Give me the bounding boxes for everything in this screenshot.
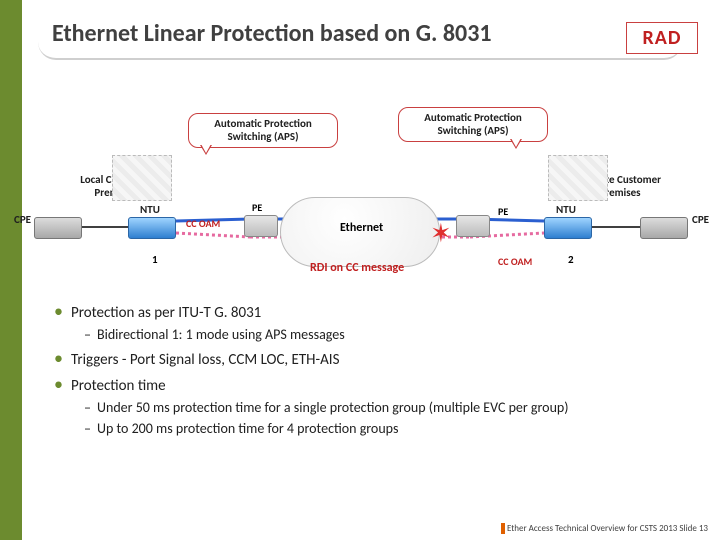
pe-left-label: PE: [252, 201, 262, 214]
bullet-3-sub-1: Under 50 ms protection time for a single…: [84, 399, 674, 416]
aps-right-line2: Switching (APS): [407, 125, 539, 138]
aps-left-line1: Automatic Protection: [197, 118, 329, 131]
building-image-left: [112, 155, 172, 201]
bullet-2: Triggers - Port Signal loss, CCM LOC, ET…: [54, 347, 674, 369]
callout-tail-left: [200, 145, 212, 155]
cpe-right-label: CPE: [692, 213, 709, 226]
pe-right-label: PE: [498, 205, 508, 218]
cpe-device-left: [34, 217, 82, 239]
bullet-3: Protection time: [54, 373, 674, 395]
building-image-right: [548, 155, 608, 201]
ntu-device-left: [128, 217, 176, 239]
cpe-device-right: [640, 217, 688, 239]
aps-callout-right: Automatic Protection Switching (APS): [398, 107, 548, 142]
bullet-1: Protection as per ITU-T G. 8031: [54, 300, 674, 322]
bullet-content: Protection as per ITU-T G. 8031 Bidirect…: [54, 300, 674, 441]
bullet-3-sub-2: Up to 200 ms protection time for 4 prote…: [84, 420, 674, 437]
cc-oam-left: CC OAM: [186, 217, 220, 230]
pe-node-right: [456, 215, 490, 237]
fault-star-icon: ✶: [430, 217, 452, 249]
aps-right-line1: Automatic Protection: [407, 112, 539, 125]
cloud-label: Ethernet: [340, 221, 383, 235]
aps-callout-left: Automatic Protection Switching (APS): [188, 113, 338, 148]
ntu-left-label: NTU: [140, 203, 160, 216]
bullet-1-sub-1: Bidirectional 1: 1 mode using APS messag…: [84, 326, 674, 343]
diagram-area: Automatic Protection Switching (APS) Aut…: [0, 105, 720, 290]
slide-footer: .Ether Access Technical Overview for CST…: [501, 523, 708, 534]
footer-text: Ether Access Technical Overview for CSTS…: [507, 523, 708, 534]
logo-text: RAD: [643, 26, 682, 50]
callout-tail-right: [510, 139, 522, 149]
cpe-left-label: CPE: [14, 213, 31, 226]
rdi-message: RDI on CC message: [310, 261, 404, 275]
pe-node-left: [244, 215, 278, 237]
ntu-device-right: [544, 217, 592, 239]
cc-oam-right: CC OAM: [498, 255, 532, 268]
num-left: 1: [152, 253, 158, 266]
slide-title: Ethernet Linear Protection based on G. 8…: [52, 20, 512, 48]
rad-logo: RAD: [626, 22, 698, 54]
ntu-right-label: NTU: [556, 203, 576, 216]
title-container: Ethernet Linear Protection based on G. 8…: [38, 14, 682, 60]
num-right: 2: [568, 253, 574, 266]
aps-left-line2: Switching (APS): [197, 131, 329, 144]
footer-accent: .: [501, 523, 505, 534]
